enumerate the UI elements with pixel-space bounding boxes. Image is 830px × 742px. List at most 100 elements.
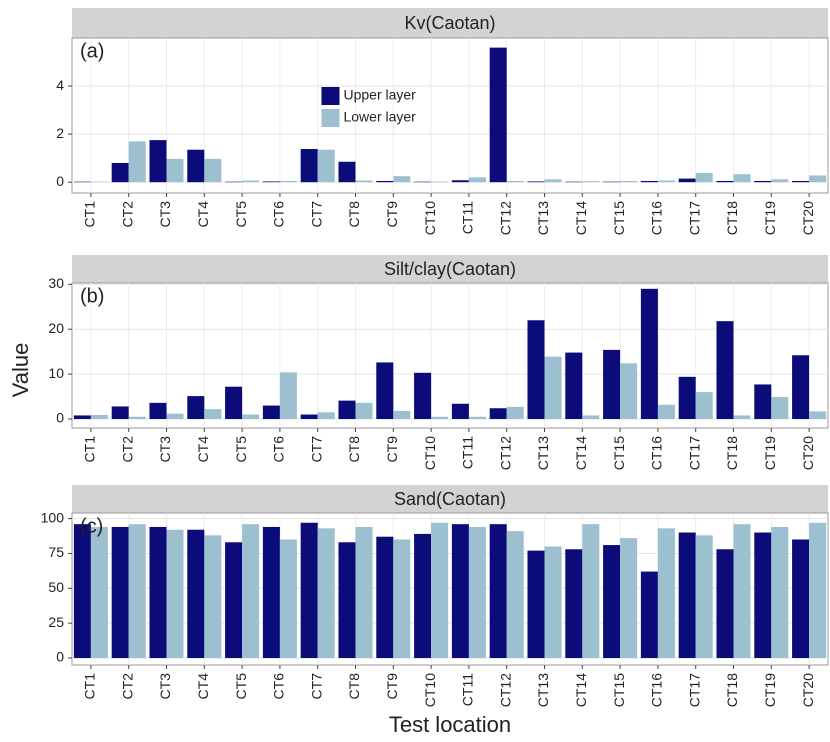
bar bbox=[111, 162, 129, 183]
x-tick-label: CT5 bbox=[233, 673, 249, 700]
bar bbox=[678, 376, 696, 420]
bar bbox=[754, 532, 772, 659]
bar bbox=[695, 392, 713, 420]
x-tick-label: CT20 bbox=[800, 673, 816, 707]
bar bbox=[451, 180, 469, 183]
bar bbox=[187, 149, 205, 183]
bar bbox=[506, 531, 524, 659]
x-tick-label: CT18 bbox=[724, 436, 740, 470]
bar bbox=[678, 178, 696, 183]
x-tick-label: CT9 bbox=[384, 201, 400, 228]
x-tick-label: CT2 bbox=[119, 673, 135, 700]
x-tick-label: CT2 bbox=[119, 201, 135, 228]
bar bbox=[733, 524, 751, 659]
bar bbox=[431, 181, 449, 183]
bar bbox=[771, 526, 789, 659]
bar bbox=[338, 400, 356, 420]
bar bbox=[451, 403, 469, 420]
bar bbox=[716, 180, 734, 183]
x-tick-label: CT18 bbox=[724, 673, 740, 707]
x-tick-label: CT11 bbox=[460, 673, 476, 706]
y-tick-label: 100 bbox=[41, 509, 65, 525]
bar bbox=[754, 384, 772, 420]
x-tick-label: CT12 bbox=[497, 436, 513, 470]
bar bbox=[376, 362, 394, 420]
bar bbox=[149, 140, 167, 183]
x-tick-label: CT14 bbox=[573, 201, 589, 235]
x-tick-label: CT6 bbox=[271, 673, 287, 700]
bar bbox=[431, 522, 449, 659]
bar bbox=[376, 180, 394, 183]
bar bbox=[527, 181, 545, 183]
bar bbox=[128, 524, 146, 659]
bar bbox=[506, 180, 524, 183]
bar bbox=[809, 411, 827, 420]
bar bbox=[468, 177, 486, 183]
bar bbox=[620, 180, 638, 183]
x-tick-label: CT15 bbox=[611, 201, 627, 235]
x-tick-label: CT1 bbox=[82, 436, 98, 463]
bar bbox=[431, 416, 449, 420]
panel-label: (c) bbox=[80, 515, 103, 537]
bar bbox=[489, 524, 507, 659]
bar bbox=[489, 47, 507, 183]
x-tick-label: CT13 bbox=[535, 436, 551, 470]
bar bbox=[657, 404, 675, 420]
x-tick-label: CT16 bbox=[649, 201, 665, 235]
bar bbox=[809, 175, 827, 183]
bar bbox=[716, 549, 734, 659]
bar bbox=[128, 416, 146, 420]
x-tick-label: CT10 bbox=[422, 201, 438, 235]
x-tick-label: CT19 bbox=[762, 436, 778, 470]
x-tick-label: CT4 bbox=[195, 201, 211, 228]
bar bbox=[262, 181, 280, 183]
bar bbox=[225, 542, 243, 659]
bar bbox=[468, 416, 486, 420]
bar bbox=[695, 535, 713, 659]
x-tick-label: CT4 bbox=[195, 436, 211, 463]
bar bbox=[603, 545, 621, 659]
panel-title: Silt/clay(Caotan) bbox=[384, 259, 516, 279]
x-tick-label: CT1 bbox=[82, 673, 98, 700]
x-tick-label: CT15 bbox=[611, 673, 627, 707]
y-tick-label: 20 bbox=[48, 320, 64, 336]
x-tick-label: CT11 bbox=[460, 436, 476, 469]
bar bbox=[544, 179, 562, 183]
x-tick-label: CT6 bbox=[271, 201, 287, 228]
bar bbox=[300, 149, 318, 183]
bar bbox=[582, 415, 600, 420]
bar bbox=[300, 414, 318, 420]
strip bbox=[72, 255, 828, 283]
x-tick-label: CT7 bbox=[308, 201, 324, 228]
plot-area bbox=[71, 37, 829, 194]
panel-title: Kv(Caotan) bbox=[404, 13, 495, 33]
bar bbox=[620, 538, 638, 659]
x-tick-label: CT8 bbox=[346, 673, 362, 700]
bar bbox=[640, 180, 658, 183]
bar bbox=[149, 526, 167, 659]
bar bbox=[620, 363, 638, 420]
bar bbox=[565, 352, 583, 420]
y-axis-title: Value bbox=[8, 343, 33, 398]
x-tick-label: CT14 bbox=[573, 436, 589, 470]
y-tick-label: 0 bbox=[56, 410, 64, 426]
x-tick-label: CT12 bbox=[497, 673, 513, 707]
y-tick-label: 30 bbox=[48, 275, 64, 291]
x-tick-label: CT16 bbox=[649, 673, 665, 707]
bar bbox=[544, 356, 562, 420]
y-tick-label: 10 bbox=[48, 365, 64, 381]
bar bbox=[393, 176, 411, 183]
x-tick-label: CT2 bbox=[119, 436, 135, 463]
bar bbox=[317, 149, 335, 183]
bar bbox=[279, 180, 297, 183]
strip bbox=[72, 8, 828, 38]
bar bbox=[187, 396, 205, 420]
strip bbox=[72, 485, 828, 513]
bar bbox=[792, 180, 810, 183]
bar bbox=[792, 539, 810, 659]
bar bbox=[527, 550, 545, 659]
y-tick-label: 0 bbox=[56, 173, 64, 189]
bar bbox=[73, 524, 91, 659]
bar bbox=[468, 526, 486, 659]
